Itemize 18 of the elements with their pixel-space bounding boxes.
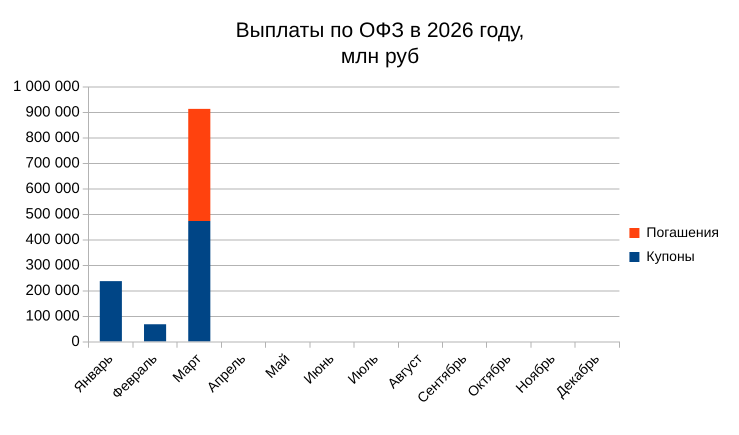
y-tick-label: 800 000 [25,129,80,146]
bar [188,221,210,342]
y-tick-label: 600 000 [25,180,80,198]
bar [100,281,122,342]
y-tick-label: 100 000 [25,307,80,324]
y-tick-label: 500 000 [25,206,80,223]
legend-label: Купоны [646,248,695,264]
y-tick-label: 400 000 [25,231,80,248]
y-tick-label: 700 000 [25,154,80,172]
y-tick-label: 900 000 [25,104,80,121]
bar [144,324,166,342]
y-tick-label: 1 000 000 [12,78,80,96]
y-tick-label: 200 000 [25,282,80,299]
y-tick-label: 0 [71,332,80,350]
y-tick-label: 300 000 [25,256,80,274]
chart-title: Выплаты по ОФЗ в 2026 году, млн руб [234,18,526,70]
bar [188,108,210,222]
legend-label: Погашения [646,224,720,240]
